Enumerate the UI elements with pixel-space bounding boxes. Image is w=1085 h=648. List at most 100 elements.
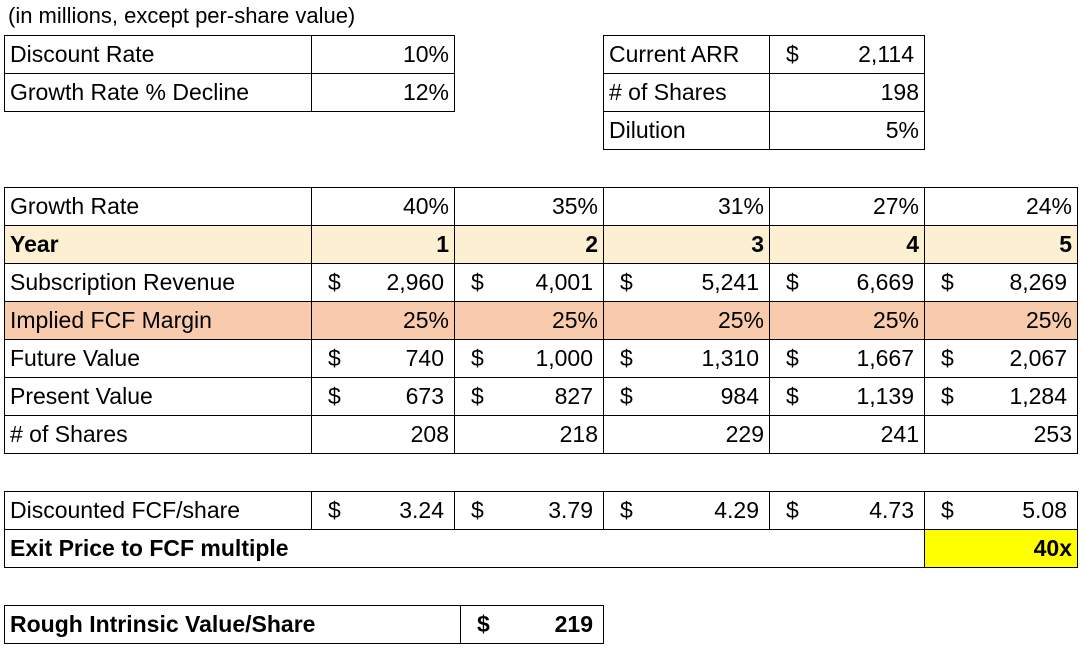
revenue-cell[interactable]: $8,269 [924,263,1078,302]
growth-rate-cell[interactable]: 40% [311,187,455,226]
projected-shares-row: # of Shares 208 218 229 241 253 [4,415,1078,454]
discounted-fcf-label: Discounted FCF/share [4,491,312,530]
present-value-cell[interactable]: $1,139 [769,377,925,416]
discount-rate-cell[interactable]: 10% [311,35,455,74]
revenue-value: 5,241 [701,269,759,295]
assumptions-table: Discount Rate 10% Growth Rate % Decline … [4,35,455,112]
shares-cell[interactable]: 198 [769,73,925,112]
dilution-label: Dilution [603,111,770,150]
year-label: Year [4,225,312,264]
discounted-fcf-row: Discounted FCF/share $3.24 $3.79 $4.29 $… [4,491,1078,530]
future-value-cell[interactable]: $2,067 [924,339,1078,378]
currency-symbol: $ [471,497,484,523]
fcf-margin-cell[interactable]: 25% [924,301,1078,340]
currency-symbol: $ [328,345,341,371]
currency-symbol: $ [620,497,633,523]
dfcf-value: 3.79 [548,497,593,523]
future-value: 2,067 [1009,345,1067,371]
growth-rate-cell[interactable]: 24% [924,187,1078,226]
dilution-cell[interactable]: 5% [769,111,925,150]
currency-symbol: $ [620,269,633,295]
present-value-cell[interactable]: $1,284 [924,377,1078,416]
year-cell[interactable]: 3 [603,225,770,264]
future-value-cell[interactable]: $1,667 [769,339,925,378]
year-cell[interactable]: 1 [311,225,455,264]
dfcf-cell[interactable]: $4.29 [603,491,770,530]
currency-symbol: $ [328,383,341,409]
projected-shares-cell[interactable]: 229 [603,415,770,454]
present-value: 673 [405,383,444,409]
growth-rate-cell[interactable]: 27% [769,187,925,226]
currency-symbol: $ [786,345,799,371]
growth-decline-label: Growth Rate % Decline [4,73,312,112]
fcf-margin-cell[interactable]: 25% [769,301,925,340]
currency-symbol: $ [328,497,341,523]
current-arr-label: Current ARR [603,35,770,74]
projected-shares-cell[interactable]: 208 [311,415,455,454]
revenue-value: 2,960 [386,269,444,295]
future-value-cell[interactable]: $1,310 [603,339,770,378]
revenue-value: 8,269 [1009,269,1067,295]
present-value-cell[interactable]: $827 [454,377,604,416]
year-cell[interactable]: 5 [924,225,1078,264]
intrinsic-value: 219 [554,611,593,637]
current-arr-value: 2,114 [858,41,914,67]
year-row: Year 1 2 3 4 5 [4,225,1078,264]
currency-symbol: $ [786,383,799,409]
fcf-margin-cell[interactable]: 25% [454,301,604,340]
growth-decline-row: Growth Rate % Decline 12% [4,73,455,112]
dfcf-cell[interactable]: $3.79 [454,491,604,530]
currency-symbol: $ [941,269,954,295]
year-cell[interactable]: 4 [769,225,925,264]
future-value: 1,000 [535,345,593,371]
year-cell[interactable]: 2 [454,225,604,264]
future-value: 1,310 [701,345,759,371]
intrinsic-value-label: Rough Intrinsic Value/Share [4,605,461,644]
intrinsic-value-cell[interactable]: $ 219 [460,605,604,644]
future-value: 1,667 [856,345,914,371]
projected-shares-cell[interactable]: 218 [454,415,604,454]
currency-symbol: $ [328,269,341,295]
revenue-value: 4,001 [535,269,593,295]
currency-symbol: $ [786,497,799,523]
revenue-cell[interactable]: $4,001 [454,263,604,302]
exit-multiple-cell[interactable]: 40x [924,529,1078,568]
implied-fcf-margin-label: Implied FCF Margin [4,301,312,340]
future-value-cell[interactable]: $1,000 [454,339,604,378]
future-value-label: Future Value [4,339,312,378]
dfcf-value: 3.24 [399,497,444,523]
future-value-row: Future Value $740 $1,000 $1,310 $1,667 $… [4,339,1078,378]
exit-multiple-row: Exit Price to FCF multiple 40x [4,529,1078,568]
projected-shares-cell[interactable]: 241 [769,415,925,454]
projected-shares-cell[interactable]: 253 [924,415,1078,454]
present-value: 1,284 [1009,383,1067,409]
intrinsic-value-table: Rough Intrinsic Value/Share $ 219 [4,605,604,644]
present-value: 827 [554,383,593,409]
projected-shares-label: # of Shares [4,415,312,454]
current-arr-cell[interactable]: $ 2,114 [769,35,925,74]
fcf-margin-cell[interactable]: 25% [603,301,770,340]
present-value-cell[interactable]: $673 [311,377,455,416]
future-value: 740 [405,345,444,371]
future-value-cell[interactable]: $740 [311,339,455,378]
growth-rate-cell[interactable]: 35% [454,187,604,226]
revenue-cell[interactable]: $2,960 [311,263,455,302]
intrinsic-value-row: Rough Intrinsic Value/Share $ 219 [4,605,604,644]
dfcf-cell[interactable]: $4.73 [769,491,925,530]
growth-rate-cell[interactable]: 31% [603,187,770,226]
dfcf-value: 5.08 [1022,497,1067,523]
dfcf-cell[interactable]: $3.24 [311,491,455,530]
revenue-cell[interactable]: $6,669 [769,263,925,302]
growth-decline-cell[interactable]: 12% [311,73,455,112]
revenue-value: 6,669 [856,269,914,295]
fcf-margin-cell[interactable]: 25% [311,301,455,340]
currency-symbol: $ [471,269,484,295]
present-value-cell[interactable]: $984 [603,377,770,416]
revenue-cell[interactable]: $5,241 [603,263,770,302]
present-value-label: Present Value [4,377,312,416]
currency-symbol: $ [941,497,954,523]
dfcf-cell[interactable]: $5.08 [924,491,1078,530]
discount-rate-label: Discount Rate [4,35,312,74]
valuation-table: Discounted FCF/share $3.24 $3.79 $4.29 $… [4,491,1078,568]
present-value: 984 [720,383,759,409]
